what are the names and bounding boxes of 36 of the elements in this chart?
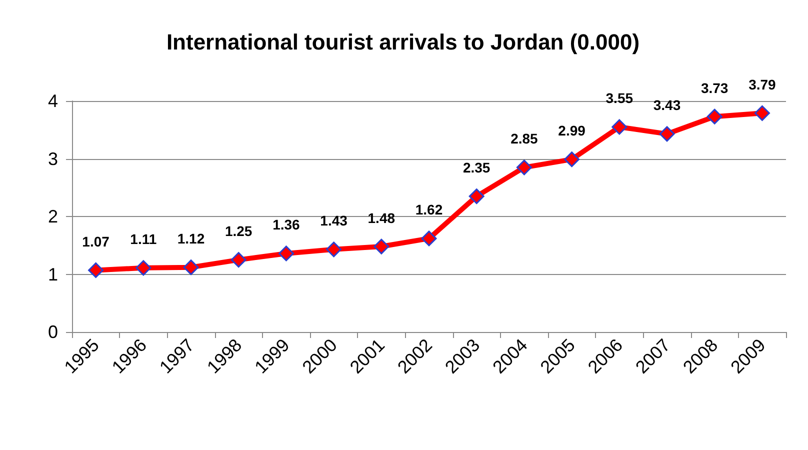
point (754, 105, 770, 121)
data-label: 1.48 (368, 210, 396, 226)
point (278, 246, 294, 262)
point (468, 188, 484, 204)
y-tick-label: 0 (48, 322, 58, 342)
data-label: 1.07 (82, 233, 110, 250)
point (516, 160, 532, 176)
point (230, 252, 246, 268)
data-label: 2.99 (558, 122, 586, 139)
data-label: 3.73 (700, 80, 728, 96)
point (374, 238, 390, 254)
y-tick-label: 2 (48, 206, 58, 226)
point (88, 262, 104, 278)
point (326, 242, 342, 258)
data-label: 1.25 (224, 223, 252, 240)
y-tick-label: 1 (48, 264, 58, 284)
point (183, 260, 199, 276)
y-tick-label: 4 (48, 91, 58, 111)
data-label: 1.62 (415, 202, 443, 218)
point (612, 119, 628, 135)
point (564, 152, 580, 168)
data-label: 1.12 (177, 230, 205, 247)
point (706, 108, 722, 124)
point (421, 230, 437, 246)
point (136, 260, 152, 276)
y-tick-label: 3 (48, 148, 58, 169)
data-label: 3.55 (606, 90, 634, 106)
data-label: 2.35 (462, 160, 490, 176)
data-label: 3.79 (748, 76, 776, 92)
data-label: 3.43 (653, 97, 681, 114)
data-label: 1.36 (272, 216, 300, 233)
point (659, 126, 675, 142)
data-label: 2.85 (510, 130, 538, 147)
chart-title: International tourist arrivals to Jordan (0.000) (166, 30, 640, 54)
data-label: 1.43 (320, 212, 348, 229)
data-label: 1.11 (130, 231, 157, 248)
